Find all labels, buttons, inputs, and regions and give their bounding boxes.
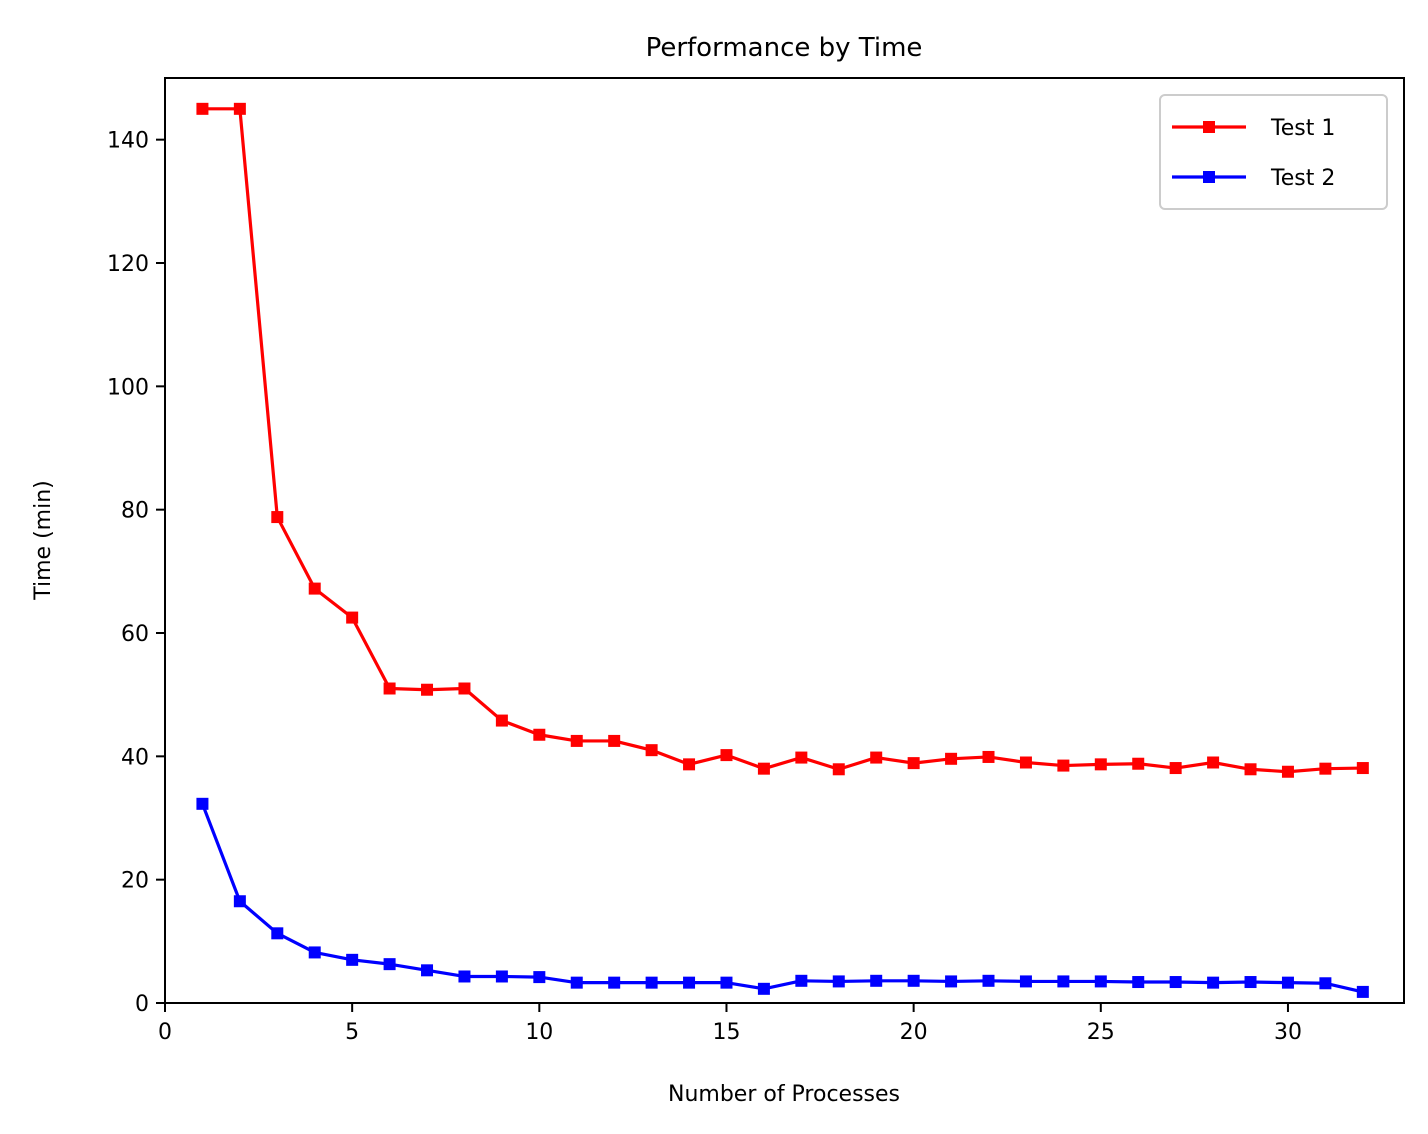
data-point [1019, 975, 1032, 988]
x-tick-label: 0 [158, 1020, 172, 1045]
x-tick-label: 20 [900, 1020, 928, 1045]
data-point [1132, 757, 1145, 770]
data-point [795, 751, 808, 764]
x-axis-title: Number of Processes [668, 1082, 900, 1107]
data-point [1281, 765, 1294, 778]
data-point [645, 976, 658, 989]
data-point [383, 682, 396, 695]
legend-label: Test 2 [1270, 166, 1335, 191]
data-point [907, 974, 920, 987]
y-tick-label: 40 [121, 745, 149, 770]
y-tick-label: 100 [107, 375, 149, 400]
data-point [832, 763, 845, 776]
data-point [1169, 976, 1182, 989]
data-point [608, 976, 621, 989]
data-point [795, 974, 808, 987]
data-point [308, 946, 321, 959]
data-point [1094, 975, 1107, 988]
data-point [982, 974, 995, 987]
data-point [308, 582, 321, 595]
data-point [907, 757, 920, 770]
y-tick-label: 140 [107, 129, 149, 154]
data-point [945, 975, 958, 988]
series-line [200, 803, 1364, 994]
data-point [271, 927, 284, 940]
data-point [757, 762, 770, 775]
data-point [570, 976, 583, 989]
x-tick-label: 10 [525, 1020, 553, 1045]
data-point [421, 683, 434, 696]
data-point [720, 976, 733, 989]
data-point [458, 970, 471, 983]
data-point [1356, 985, 1369, 998]
data-point [533, 728, 546, 741]
data-point [383, 958, 396, 971]
data-point [1319, 762, 1332, 775]
axes-layer: 0 5 10 15 20 25 30 0 20 40 60 80 100 120 140 [107, 129, 1302, 1045]
plot-frame [164, 77, 1405, 1004]
chart-title: Performance by Time [646, 33, 923, 63]
data-point [533, 971, 546, 984]
legend-label: Test 1 [1270, 116, 1335, 141]
data-point [196, 797, 209, 810]
data-point [1094, 758, 1107, 771]
x-tick-label: 30 [1274, 1020, 1302, 1045]
series-layer [196, 102, 1369, 998]
data-point [870, 751, 883, 764]
data-point [1132, 976, 1145, 989]
data-point [1244, 763, 1257, 776]
data-point [1169, 762, 1182, 775]
data-point [1057, 759, 1070, 772]
data-point [1244, 976, 1257, 989]
y-tick-label: 0 [135, 992, 149, 1017]
legend-box [1159, 94, 1388, 210]
data-point [1207, 976, 1220, 989]
data-point [683, 758, 696, 771]
data-point [982, 750, 995, 763]
legend: Test 1 Test 2 [1159, 94, 1388, 210]
data-point [1281, 976, 1294, 989]
data-point [1356, 762, 1369, 775]
data-point [720, 749, 733, 762]
data-point [271, 511, 284, 524]
data-point [832, 975, 845, 988]
legend-marker [1203, 121, 1215, 133]
y-tick-label: 20 [121, 869, 149, 894]
y-axis-title: Time (min) [31, 480, 56, 601]
data-point [1057, 975, 1070, 988]
data-point [495, 714, 508, 727]
data-point [757, 982, 770, 995]
y-tick-label: 80 [121, 499, 149, 524]
data-point [495, 970, 508, 983]
y-tick-label: 120 [107, 252, 149, 277]
data-point [346, 953, 359, 966]
data-point [683, 976, 696, 989]
series-2 [196, 797, 1369, 998]
data-point [421, 964, 434, 977]
data-point [570, 734, 583, 747]
y-tick-label: 60 [121, 622, 149, 647]
data-point [233, 895, 246, 908]
series-1 [196, 102, 1369, 778]
data-point [1207, 756, 1220, 769]
x-tick-label: 25 [1087, 1020, 1115, 1045]
data-point [945, 752, 958, 765]
x-tick-label: 15 [712, 1020, 740, 1045]
data-point [1019, 756, 1032, 769]
data-point [608, 734, 621, 747]
data-point [233, 102, 246, 115]
data-point [346, 611, 359, 624]
data-point [196, 102, 209, 115]
data-point [458, 682, 471, 695]
data-point [645, 744, 658, 757]
series-line [202, 107, 1363, 774]
data-point [870, 974, 883, 987]
x-tick-label: 5 [345, 1020, 359, 1045]
legend-marker [1203, 171, 1215, 183]
data-point [1319, 977, 1332, 990]
